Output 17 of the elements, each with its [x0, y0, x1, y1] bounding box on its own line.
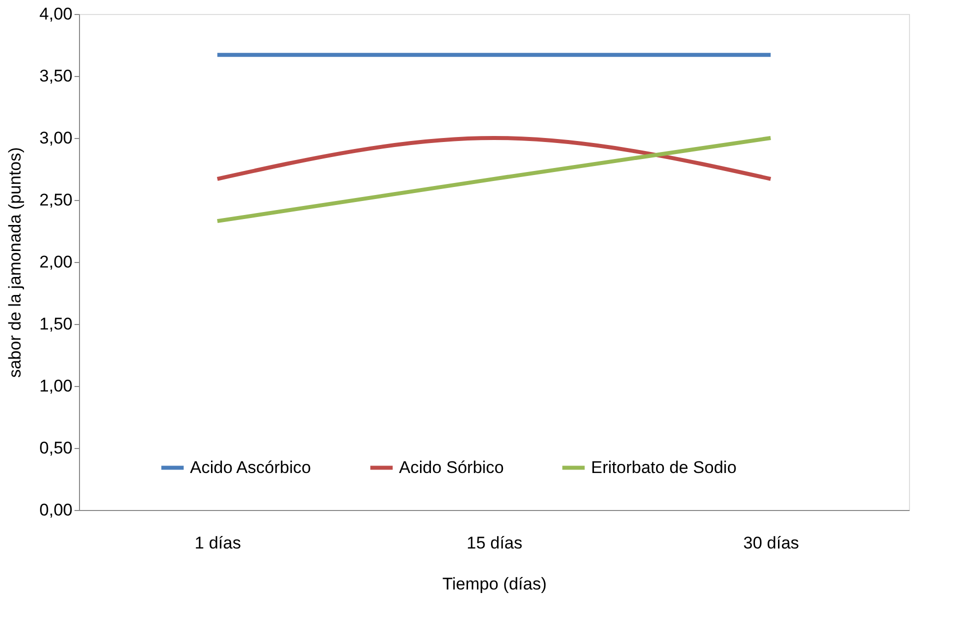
x-axis-title: Tiempo (días): [442, 574, 547, 594]
y-tick-label: 1,50: [39, 314, 72, 334]
y-tick-label: 4,00: [39, 4, 72, 24]
y-tick-label: 3,50: [39, 66, 72, 86]
legend-label: Eritorbato de Sodio: [591, 458, 737, 477]
y-axis-title: sabor de la jamonada (puntos): [5, 147, 24, 378]
y-tick-label: 0,50: [39, 438, 72, 458]
legend-label: Acido Ascórbico: [190, 458, 311, 477]
y-tick-label: 2,00: [39, 252, 72, 272]
x-tick-label: 30 días: [743, 534, 800, 552]
y-tick-label: 3,00: [39, 128, 72, 148]
x-tick-label: 15 días: [466, 534, 522, 552]
x-tick-label: 1 días: [194, 534, 241, 552]
legend-label: Acido Sórbico: [399, 458, 504, 477]
y-tick-label: 0,00: [39, 500, 72, 520]
y-tick-label: 2,50: [39, 190, 72, 210]
y-tick-label: 1,00: [39, 376, 72, 396]
